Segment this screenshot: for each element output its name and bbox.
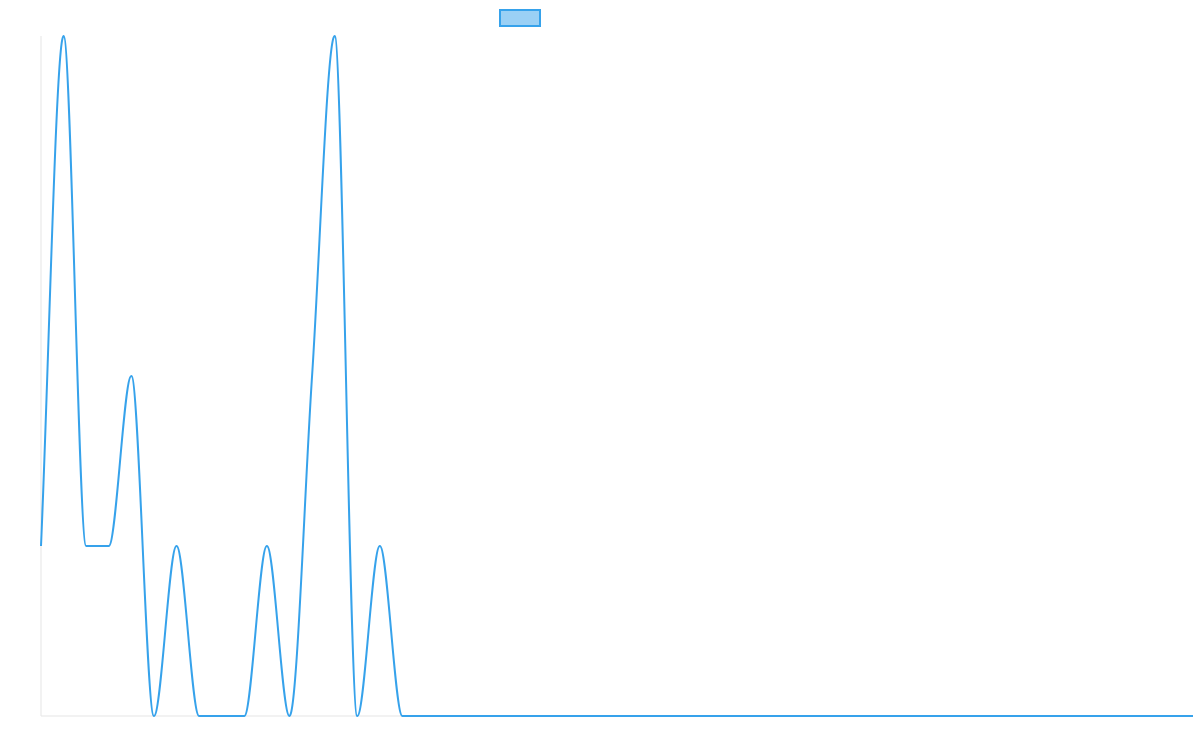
plot-area	[40, 35, 1193, 717]
chart-legend[interactable]	[499, 9, 541, 27]
chart-axes	[40, 36, 1193, 717]
legend-swatch[interactable]	[499, 9, 541, 27]
series-line	[40, 35, 1193, 717]
